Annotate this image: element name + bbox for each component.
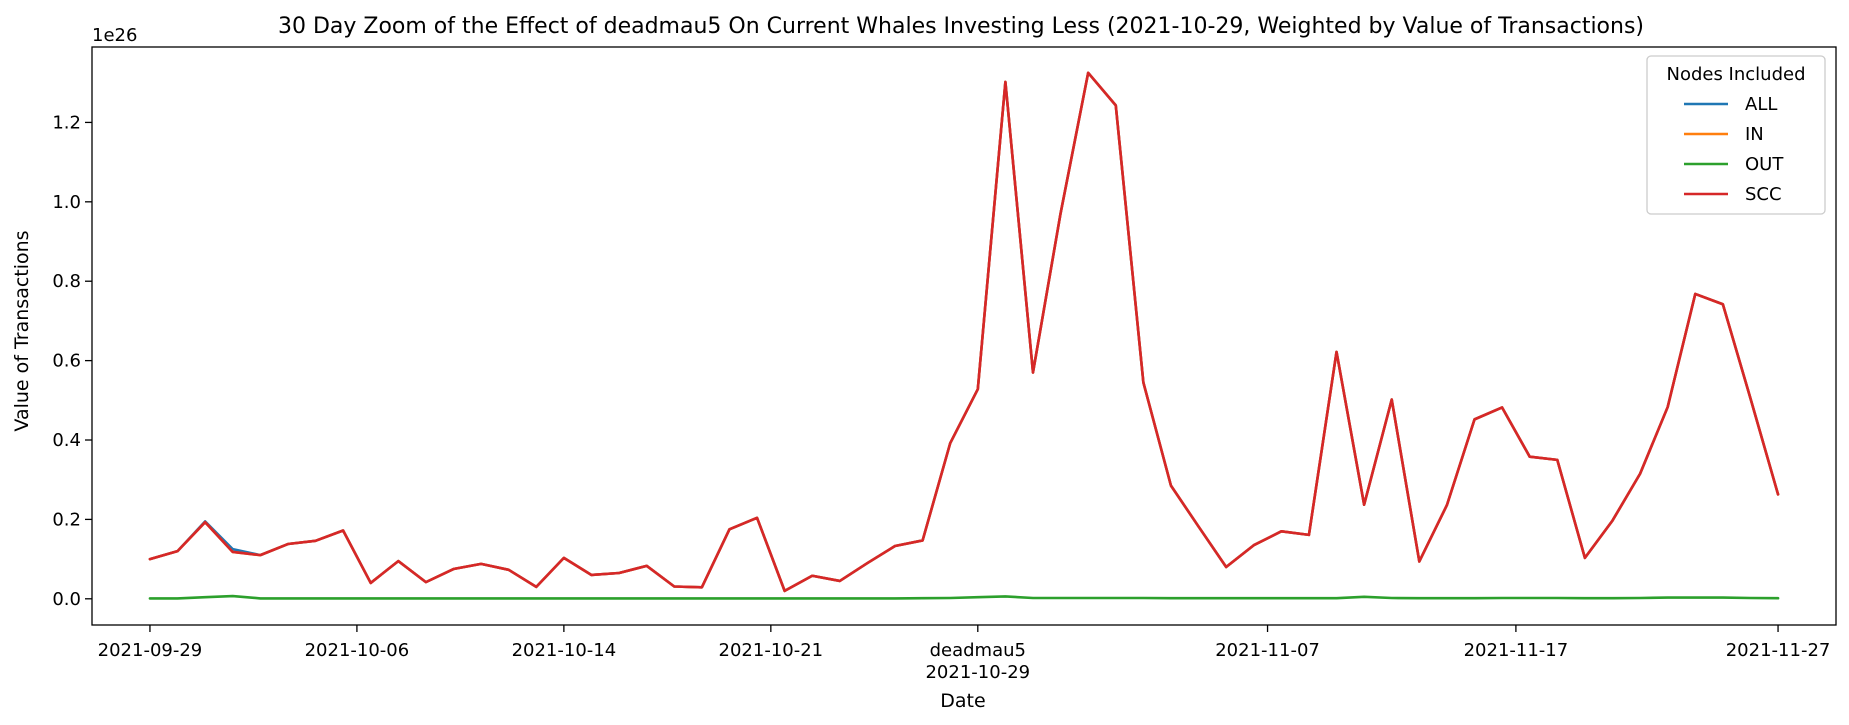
legend: Nodes Included ALL IN OUT SCC <box>1646 55 1826 215</box>
y-offset-label: 1e26 <box>92 25 137 46</box>
x-tick-label: 2021-11-07 <box>1215 640 1320 661</box>
y-axis-label: Value of Transactions <box>11 230 33 431</box>
legend-label-all: ALL <box>1745 94 1777 115</box>
series-line-scc <box>148 71 1780 593</box>
x-tick-label: 2021-10-29 <box>925 662 1030 683</box>
x-tick-label: 2021-11-17 <box>1464 640 1569 661</box>
series-line-in <box>148 71 1780 593</box>
y-tick-label: 0.0 <box>52 589 81 610</box>
series-line-all <box>148 71 1780 593</box>
plot-frame <box>91 46 1837 626</box>
legend-title: Nodes Included <box>1666 64 1805 85</box>
x-tick-label: 2021-11-27 <box>1726 640 1831 661</box>
x-tick-label: 2021-09-29 <box>98 640 203 661</box>
series-lines <box>148 71 1780 600</box>
y-tick-label: 0.4 <box>52 430 81 451</box>
x-axis-ticks: 2021-09-29 2021-10-06 2021-10-14 2021-10-21… <box>98 625 1831 683</box>
y-tick-label: 0.8 <box>52 271 81 292</box>
y-tick-label: 1.0 <box>52 192 81 213</box>
y-axis-ticks: 0.0 0.2 0.4 0.6 0.8 1.0 1.2 <box>52 112 92 610</box>
legend-entries: ALL IN OUT SCC <box>1684 94 1784 205</box>
legend-label-scc: SCC <box>1745 184 1782 205</box>
y-tick-label: 1.2 <box>52 112 81 133</box>
x-tick-label: 2021-10-14 <box>512 640 617 661</box>
legend-box <box>1646 55 1826 215</box>
event-annotation-label: deadmau5 <box>930 640 1026 661</box>
x-tick-label: 2021-10-21 <box>719 640 824 661</box>
x-tick-label: 2021-10-06 <box>305 640 410 661</box>
y-tick-label: 0.2 <box>52 509 81 530</box>
legend-label-in: IN <box>1745 124 1764 145</box>
legend-label-out: OUT <box>1745 154 1784 175</box>
y-tick-label: 0.6 <box>52 351 81 372</box>
series-line-out <box>148 594 1780 600</box>
chart-title: 30 Day Zoom of the Effect of deadmau5 On… <box>278 14 1644 39</box>
x-axis-label: Date <box>940 690 985 712</box>
